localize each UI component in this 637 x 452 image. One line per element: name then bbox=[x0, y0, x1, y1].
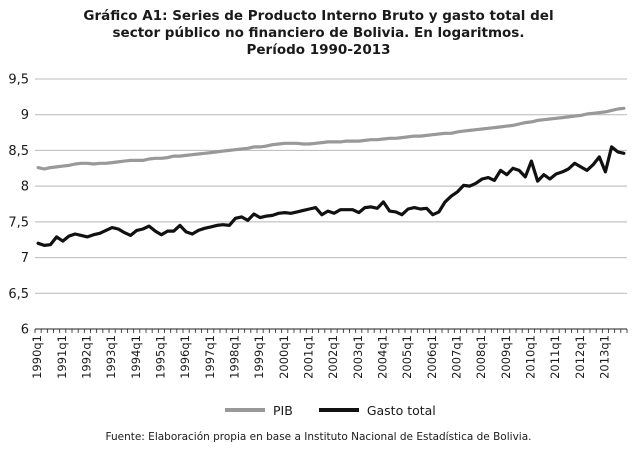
x-tick-label: 2000q1 bbox=[277, 335, 291, 379]
x-tick-label: 1999q1 bbox=[252, 335, 266, 379]
y-tick-label: 6,5 bbox=[8, 287, 29, 302]
x-tick-label: 2004q1 bbox=[375, 335, 389, 379]
chart-legend: PIB Gasto total bbox=[225, 402, 462, 418]
x-tick-label: 1993q1 bbox=[104, 335, 118, 379]
x-tick-label: 1997q1 bbox=[203, 335, 217, 379]
series-line-pib bbox=[36, 106, 626, 171]
x-tick-label: 2009q1 bbox=[499, 335, 513, 379]
x-tick-label: 2013q1 bbox=[597, 335, 611, 379]
y-tick-label: 9,5 bbox=[8, 73, 29, 88]
y-tick-label: 8 bbox=[21, 180, 29, 195]
x-tick-label: 2002q1 bbox=[326, 335, 340, 379]
x-tick-label: 2001q1 bbox=[301, 335, 315, 379]
legend-item-gasto-total: Gasto total bbox=[318, 402, 436, 418]
x-tick-label: 1991q1 bbox=[55, 335, 69, 379]
x-tick-label: 1995q1 bbox=[153, 335, 167, 379]
x-tick-label: 2006q1 bbox=[425, 335, 439, 379]
x-tick-label: 2003q1 bbox=[351, 335, 365, 379]
x-tick-label: 1998q1 bbox=[227, 335, 241, 379]
chart-title: Gráfico A1: Series de Producto Interno B… bbox=[83, 8, 554, 58]
y-tick-label: 8,5 bbox=[8, 144, 29, 159]
series-line-gasto-total bbox=[36, 145, 626, 247]
x-tick-label: 2008q1 bbox=[474, 335, 488, 379]
x-tick-label: 1994q1 bbox=[129, 335, 143, 379]
y-tick-label: 9 bbox=[21, 108, 29, 123]
x-tick-label: 1992q1 bbox=[79, 335, 93, 379]
legend-label-gasto-total: Gasto total bbox=[366, 402, 436, 418]
y-tick-label: 6 bbox=[21, 323, 29, 338]
y-tick-label: 7,5 bbox=[8, 215, 29, 230]
legend-swatch-gasto-total bbox=[318, 408, 359, 412]
x-tick-label: 2005q1 bbox=[400, 335, 414, 379]
x-tick-label: 2011q1 bbox=[548, 335, 562, 379]
x-tick-label: 2012q1 bbox=[573, 335, 587, 379]
legend-label-pib: PIB bbox=[273, 402, 293, 418]
x-tick-label: 1996q1 bbox=[178, 335, 192, 379]
legend-item-pib: PIB bbox=[225, 403, 293, 418]
x-tick-label: 1990q1 bbox=[30, 335, 44, 379]
x-tick-label: 2010q1 bbox=[523, 335, 537, 379]
legend-swatch-pib bbox=[225, 408, 265, 412]
x-tick-label: 2007q1 bbox=[449, 335, 463, 379]
y-tick-label: 7 bbox=[21, 251, 29, 266]
chart-source: Fuente: Elaboración propia en base a Ins… bbox=[105, 431, 532, 443]
